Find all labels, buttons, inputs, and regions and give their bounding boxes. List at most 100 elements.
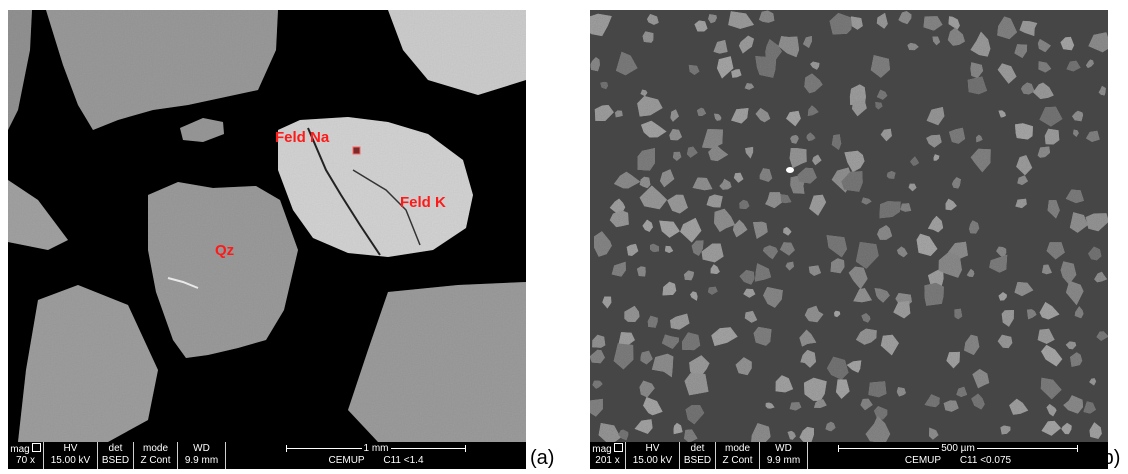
- particle: [826, 235, 847, 258]
- particle: [874, 288, 890, 303]
- particle: [643, 397, 663, 416]
- particle: [868, 381, 887, 398]
- particle: [759, 168, 773, 182]
- particle: [708, 14, 717, 24]
- particle: [1021, 82, 1035, 95]
- particle: [907, 42, 919, 51]
- square-icon: [31, 443, 41, 452]
- det-label: det: [108, 443, 123, 454]
- particle: [1019, 20, 1038, 36]
- particle: [592, 334, 606, 348]
- particle: [803, 36, 812, 48]
- sem-micrograph-a: [8, 10, 526, 442]
- particle: [685, 405, 705, 425]
- particle: [1015, 123, 1033, 140]
- particle: [733, 172, 744, 183]
- square-icon: [613, 443, 623, 452]
- particle: [647, 14, 659, 25]
- particle: [708, 286, 718, 295]
- particle: [1046, 404, 1057, 417]
- particle: [697, 107, 707, 116]
- mag-value: 201 x: [595, 455, 620, 466]
- particle: [947, 27, 965, 46]
- particle: [626, 243, 639, 256]
- particle: [879, 201, 901, 219]
- particle: [684, 373, 709, 396]
- particle: [1096, 331, 1108, 341]
- particle: [853, 288, 872, 303]
- particle: [932, 36, 941, 46]
- particle: [1009, 398, 1029, 415]
- particle: [938, 252, 962, 278]
- particle: [639, 176, 651, 189]
- particle: [1098, 85, 1106, 96]
- particle: [929, 427, 939, 440]
- particle: [831, 134, 842, 150]
- particle: [783, 227, 792, 236]
- grain-top-right: [388, 10, 526, 95]
- particle: [1086, 130, 1100, 142]
- particle: [688, 64, 700, 75]
- grain-feldspar: [278, 117, 473, 257]
- particle: [618, 429, 629, 441]
- particle: [701, 243, 724, 263]
- particle: [998, 110, 1006, 118]
- particle: [1088, 246, 1102, 261]
- scale-section: 500 µm CEMUP C11 <0.075: [818, 442, 1098, 469]
- particle: [1063, 395, 1083, 414]
- particle: [886, 171, 896, 179]
- scale-tick-left: [286, 445, 287, 452]
- particle: [763, 245, 778, 260]
- particle: [594, 231, 612, 257]
- grain-bottom-left: [18, 285, 158, 442]
- particle: [614, 171, 641, 189]
- particle: [602, 296, 612, 309]
- particle: [933, 154, 940, 161]
- particle: [680, 217, 702, 243]
- mag-label: mag: [10, 444, 30, 455]
- particle: [789, 402, 802, 411]
- sem-image-panel-a: Feld Na Feld K Qz mag 70 x HV 15.00 kV d…: [8, 10, 526, 469]
- particle: [880, 334, 899, 356]
- particle: [1089, 422, 1102, 439]
- particle: [735, 357, 752, 376]
- particle: [710, 264, 720, 274]
- grain-top-left: [46, 10, 278, 130]
- particle: [1086, 59, 1094, 68]
- particle: [1014, 282, 1034, 297]
- scale-label: 1 mm: [361, 443, 391, 454]
- particle: [670, 109, 679, 122]
- particle: [924, 282, 944, 306]
- particle: [790, 135, 799, 144]
- particle: [590, 349, 605, 364]
- mode-value: Z Cont: [722, 455, 753, 466]
- particle: [634, 419, 653, 434]
- particle: [765, 192, 783, 209]
- particle: [1027, 309, 1037, 320]
- particle: [916, 233, 938, 256]
- scale-tick-left: [838, 445, 839, 452]
- particle: [846, 360, 862, 373]
- particle: [639, 185, 667, 210]
- particle: [834, 310, 841, 318]
- wd-value: 9.9 mm: [184, 455, 219, 466]
- det-cell: det BSED: [98, 442, 134, 469]
- particle: [804, 73, 823, 94]
- particle: [799, 426, 814, 442]
- particle: [852, 99, 867, 117]
- wd-label: WD: [193, 443, 210, 454]
- particle: [694, 20, 708, 32]
- sem-databar-a: mag 70 x HV 15.00 kV det BSED mode Z Con…: [8, 442, 526, 469]
- particle: [613, 343, 634, 370]
- particle: [799, 329, 817, 347]
- particle: [972, 369, 990, 389]
- particle: [964, 334, 980, 355]
- wd-label: WD: [775, 443, 792, 454]
- particle: [600, 81, 608, 90]
- particle: [780, 242, 795, 256]
- mode-cell: mode Z Cont: [716, 442, 760, 469]
- particle: [970, 62, 984, 79]
- particle: [966, 268, 975, 277]
- particle: [1060, 36, 1075, 51]
- particle: [954, 308, 963, 320]
